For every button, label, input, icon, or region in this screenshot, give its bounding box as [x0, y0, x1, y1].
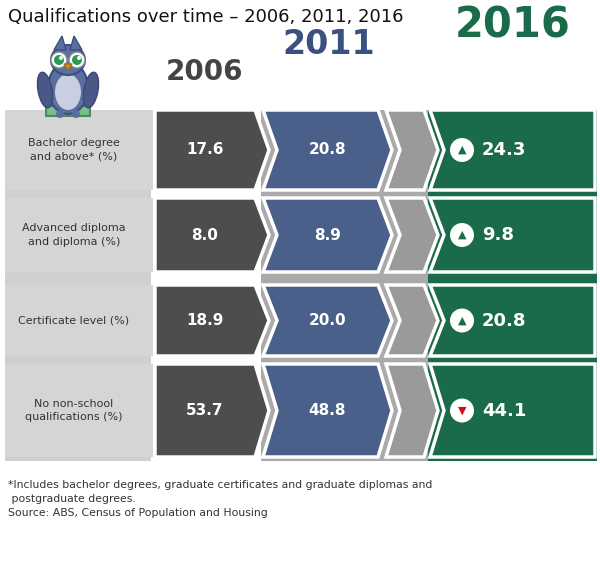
Text: ▲: ▲: [458, 316, 466, 325]
FancyBboxPatch shape: [5, 110, 151, 461]
Circle shape: [72, 110, 80, 118]
FancyBboxPatch shape: [428, 110, 597, 461]
Text: 20.0: 20.0: [308, 313, 346, 328]
Circle shape: [77, 56, 81, 60]
Text: *Includes bachelor degrees, graduate certificates and graduate diplomas and: *Includes bachelor degrees, graduate cer…: [8, 480, 433, 490]
Polygon shape: [430, 364, 595, 457]
Polygon shape: [155, 364, 269, 457]
Circle shape: [56, 110, 64, 118]
Circle shape: [450, 138, 474, 162]
FancyBboxPatch shape: [5, 198, 153, 272]
Polygon shape: [64, 64, 72, 70]
Text: Qualifications over time – 2006, 2011, 2016: Qualifications over time – 2006, 2011, 2…: [8, 8, 404, 26]
Polygon shape: [386, 198, 438, 272]
Text: ▲: ▲: [458, 145, 466, 155]
Text: 20.8: 20.8: [482, 312, 527, 329]
Text: Source: ABS, Census of Population and Housing: Source: ABS, Census of Population and Ho…: [8, 508, 268, 518]
Circle shape: [59, 56, 63, 60]
Polygon shape: [430, 198, 595, 272]
Polygon shape: [430, 285, 595, 356]
Ellipse shape: [37, 72, 53, 108]
Polygon shape: [70, 36, 82, 50]
FancyBboxPatch shape: [5, 285, 153, 356]
Polygon shape: [263, 110, 392, 190]
Polygon shape: [386, 364, 438, 457]
Text: postgraduate degrees.: postgraduate degrees.: [8, 494, 136, 504]
Circle shape: [54, 55, 64, 65]
Text: 17.6: 17.6: [186, 142, 224, 157]
Circle shape: [69, 52, 85, 68]
Text: 44.1: 44.1: [482, 401, 526, 419]
Polygon shape: [155, 110, 269, 190]
Text: ▼: ▼: [458, 406, 466, 415]
Text: 48.8: 48.8: [309, 403, 346, 418]
Ellipse shape: [83, 72, 98, 108]
Ellipse shape: [55, 74, 81, 110]
Polygon shape: [430, 110, 595, 190]
Polygon shape: [386, 285, 438, 356]
Text: Advanced diploma
and diploma (%): Advanced diploma and diploma (%): [22, 223, 126, 247]
Text: 53.7: 53.7: [186, 403, 224, 418]
Text: 20.8: 20.8: [308, 142, 346, 157]
Circle shape: [72, 55, 82, 65]
Text: 8.0: 8.0: [191, 228, 218, 242]
Polygon shape: [263, 285, 392, 356]
Text: 2011: 2011: [282, 28, 375, 61]
Polygon shape: [155, 285, 269, 356]
Polygon shape: [263, 364, 392, 457]
Text: ▲: ▲: [458, 230, 466, 240]
Ellipse shape: [51, 45, 85, 75]
Text: 18.9: 18.9: [187, 313, 224, 328]
Text: 8.9: 8.9: [314, 228, 341, 242]
Circle shape: [51, 52, 67, 68]
FancyBboxPatch shape: [46, 106, 90, 116]
FancyBboxPatch shape: [261, 110, 432, 461]
Text: 9.8: 9.8: [482, 226, 514, 244]
Circle shape: [450, 223, 474, 247]
FancyBboxPatch shape: [5, 110, 153, 190]
Circle shape: [450, 309, 474, 332]
Polygon shape: [155, 198, 269, 272]
Text: Bachelor degree
and above* (%): Bachelor degree and above* (%): [28, 138, 120, 162]
Ellipse shape: [48, 62, 88, 114]
Text: 2016: 2016: [455, 5, 571, 47]
Text: Certificate level (%): Certificate level (%): [19, 316, 130, 325]
Polygon shape: [54, 36, 66, 50]
Text: No non-school
qualifications (%): No non-school qualifications (%): [25, 399, 123, 422]
FancyBboxPatch shape: [5, 364, 153, 457]
Polygon shape: [386, 110, 438, 190]
Circle shape: [450, 399, 474, 423]
Polygon shape: [263, 198, 392, 272]
Text: 2006: 2006: [166, 58, 244, 86]
Text: 24.3: 24.3: [482, 141, 526, 159]
